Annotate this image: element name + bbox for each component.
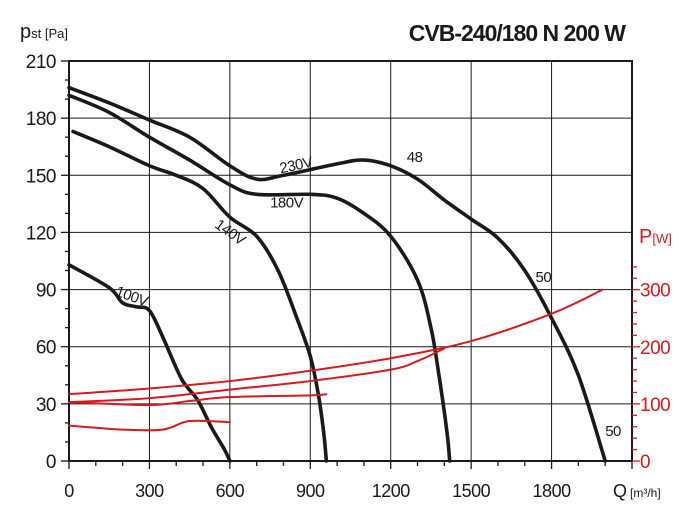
curve-label: 230V bbox=[278, 154, 314, 178]
curve-label: 50 bbox=[535, 269, 551, 286]
pressure-curve-100v bbox=[67, 263, 232, 463]
y-tick-label: 90 bbox=[36, 281, 56, 302]
x-tick-label: 600 bbox=[216, 481, 245, 501]
y-tick-label: 120 bbox=[26, 223, 56, 244]
x-axis-label-main: Q bbox=[613, 481, 627, 501]
grid bbox=[68, 60, 633, 462]
y2-tick-label: 100 bbox=[640, 395, 670, 416]
y-tick-label: 150 bbox=[26, 166, 56, 187]
x-tick-label: 900 bbox=[296, 481, 325, 501]
chart-title: CVB-240/180 N 200 W bbox=[409, 20, 627, 46]
power-curve-p140v bbox=[68, 393, 328, 407]
series-lines bbox=[67, 85, 607, 463]
y2-axis-label-unit: [W] bbox=[652, 231, 672, 246]
pressure-curve-140v bbox=[71, 129, 329, 463]
power-curve-p100v bbox=[68, 419, 231, 432]
y2-tick-label: 0 bbox=[640, 452, 650, 473]
pressure-curve-230v bbox=[67, 85, 607, 463]
x-tick-label: 0 bbox=[64, 481, 74, 501]
power-curve-p180v bbox=[68, 347, 446, 404]
curve-label: 180V bbox=[270, 195, 304, 212]
y-tick-label: 30 bbox=[36, 395, 56, 416]
x-tick-label: 1200 bbox=[372, 481, 411, 501]
curve-label: 50 bbox=[605, 423, 621, 440]
curve-label: 48 bbox=[407, 149, 423, 166]
y-axis-label-main: p bbox=[20, 21, 31, 43]
x-tick-label: 1800 bbox=[533, 481, 572, 501]
x-tick-label: 300 bbox=[135, 481, 164, 501]
y-axis-label-sub: st [Pa] bbox=[31, 26, 68, 41]
y-tick-label: 60 bbox=[36, 338, 56, 359]
y-axis-label: pst [Pa] bbox=[20, 21, 68, 43]
y2-tick-label: 200 bbox=[640, 338, 670, 359]
y-tick-label: 210 bbox=[26, 52, 56, 73]
y2-axis-label-main: P bbox=[639, 226, 652, 248]
y-tick-label: 180 bbox=[26, 109, 56, 130]
x-axis-label: Q [m³/h] bbox=[613, 481, 661, 501]
y2-tick-label: 300 bbox=[640, 281, 670, 302]
y-tick-label: 0 bbox=[46, 452, 56, 473]
y2-axis-label: P[W] bbox=[639, 226, 672, 248]
power-curve-p230v bbox=[68, 288, 604, 396]
tick-labels: 0 300 600 900 1200 1500 1800 0 30 60 90 120 150 180 21… bbox=[26, 52, 671, 501]
axis-ticks bbox=[61, 60, 640, 469]
x-tick-label: 1500 bbox=[452, 481, 491, 501]
x-axis-label-unit: [m³/h] bbox=[630, 486, 661, 500]
pressure-curve-180v bbox=[67, 93, 452, 463]
plot-frame bbox=[68, 60, 633, 462]
